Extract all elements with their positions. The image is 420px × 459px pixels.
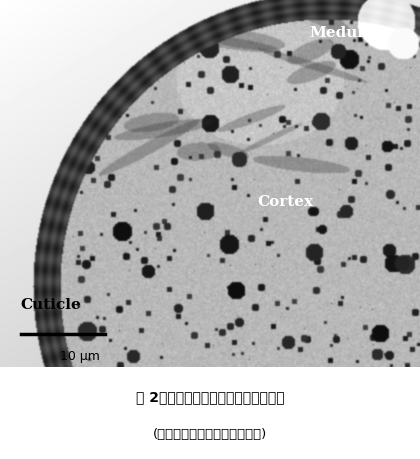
Text: Medulla: Medulla <box>310 26 379 40</box>
Text: Cortex: Cortex <box>257 195 314 209</box>
Text: 10 μm: 10 μm <box>60 349 100 362</box>
Text: 図 2　日本人毛の断面の電子顕微鏡像: 図 2 日本人毛の断面の電子顕微鏡像 <box>136 390 284 403</box>
Text: (横断面：軸方向に垂直な断面): (横断面：軸方向に垂直な断面) <box>153 427 267 440</box>
Text: Cuticle: Cuticle <box>20 298 81 312</box>
